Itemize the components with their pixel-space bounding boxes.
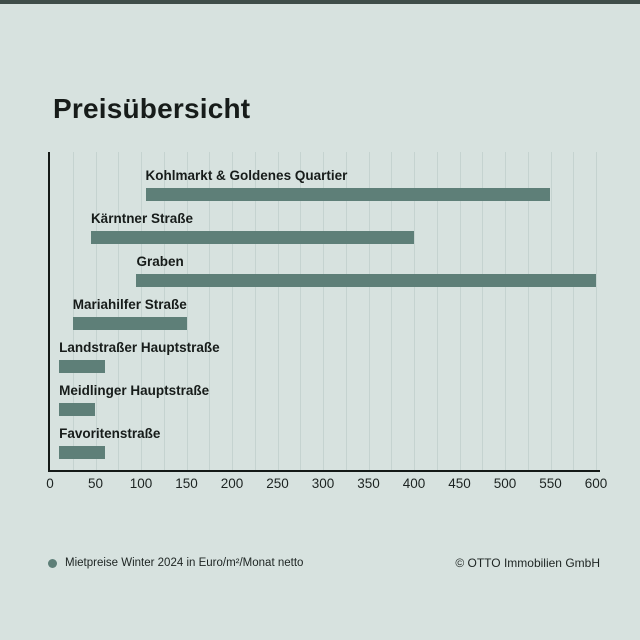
- x-tick-label: 50: [87, 476, 104, 491]
- bar-label: Graben: [136, 254, 184, 269]
- bar-label: Landstraßer Hauptstraße: [59, 340, 220, 355]
- gridline: [209, 152, 211, 470]
- x-tick-label: 550: [539, 476, 562, 491]
- bar: [145, 188, 551, 201]
- gridline: [368, 152, 370, 470]
- gridline: [345, 152, 347, 470]
- bar-label: Mariahilfer Straße: [72, 297, 187, 312]
- bar-label: Kärntner Straße: [90, 211, 193, 226]
- gridline: [232, 152, 233, 470]
- gridline: [573, 152, 575, 470]
- bar: [59, 360, 105, 373]
- x-tick-label: 450: [448, 476, 471, 491]
- chart-title: Preisübersicht: [53, 93, 251, 124]
- x-tick-label: 350: [357, 476, 380, 491]
- gridline: [72, 152, 74, 470]
- gridline: [459, 152, 461, 470]
- bar: [72, 317, 187, 330]
- gridline: [414, 152, 415, 470]
- gridline: [391, 152, 393, 470]
- gridline: [550, 152, 552, 470]
- bar-label: Kohlmarkt & Goldenes Quartier: [145, 168, 348, 183]
- x-tick-label: 0: [46, 476, 54, 491]
- gridline: [300, 152, 302, 470]
- gridline: [436, 152, 438, 470]
- gridline: [505, 152, 506, 470]
- bar-label: Meidlinger Hauptstraße: [59, 383, 210, 398]
- bar: [136, 274, 596, 287]
- x-tick-label: 400: [402, 476, 426, 491]
- x-tick-label: 200: [220, 476, 244, 491]
- gridline: [482, 152, 484, 470]
- gridline: [254, 152, 256, 470]
- legend-marker-icon: [48, 558, 57, 568]
- bar-label: Favoritenstraße: [59, 426, 161, 441]
- x-tick-label: 600: [584, 476, 608, 491]
- bar: [90, 231, 414, 244]
- x-tick-label: 150: [175, 476, 198, 491]
- gridline: [141, 152, 142, 470]
- gridline: [323, 152, 324, 470]
- x-axis-tick-labels: 0 50 100 150 200 250 300 350 400 450 500 550 600: [46, 476, 607, 492]
- gridline: [596, 152, 597, 470]
- x-tick-label: 500: [493, 476, 517, 491]
- x-axis-line: [48, 470, 600, 472]
- bar: [59, 403, 96, 416]
- gridline: [118, 152, 120, 470]
- gridline: [163, 152, 165, 470]
- x-tick-label: 100: [129, 476, 153, 491]
- gridline: [277, 152, 279, 470]
- gridline: [527, 152, 529, 470]
- legend-label: Mietpreise Winter 2024 in Euro/m²/Monat …: [65, 557, 304, 569]
- bar-chart-plot-area: Kohlmarkt & Goldenes Quartier Kärntner St…: [48, 152, 600, 472]
- x-tick-label: 250: [266, 476, 289, 491]
- y-axis-line: [48, 152, 50, 472]
- top-border: [0, 0, 640, 4]
- legend: Mietpreise Winter 2024 in Euro/m²/Monat …: [48, 556, 303, 570]
- copyright-text: © OTTO Immobilien GmbH: [455, 556, 600, 570]
- gridline: [95, 152, 97, 470]
- x-tick-label: 300: [311, 476, 335, 491]
- bar: [59, 446, 105, 459]
- gridline: [186, 152, 188, 470]
